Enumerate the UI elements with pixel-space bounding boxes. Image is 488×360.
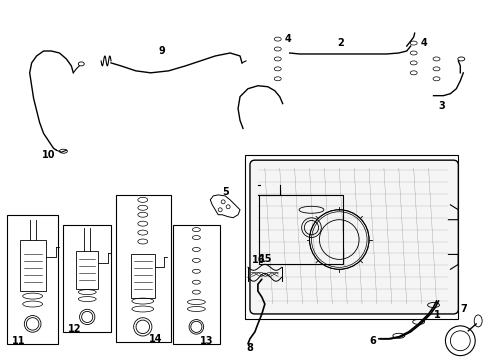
Text: 2: 2 [337, 38, 344, 48]
Bar [131, 255, 154, 298]
Text: 10: 10 [41, 150, 55, 160]
Text: 7: 7 [459, 304, 466, 314]
Text: 13: 13 [200, 336, 213, 346]
Bar [76, 251, 98, 289]
Bar [258, 195, 343, 264]
Bar [244, 155, 457, 319]
Text: 14: 14 [148, 334, 162, 344]
Bar [63, 225, 111, 332]
Text: 4: 4 [284, 34, 291, 44]
Text: 5: 5 [222, 187, 228, 197]
Text: 16: 16 [251, 255, 265, 265]
Text: 4: 4 [420, 38, 427, 48]
Text: 11: 11 [12, 336, 25, 346]
Text: 6: 6 [368, 336, 375, 346]
Bar [20, 239, 45, 291]
Text: 8: 8 [245, 343, 252, 353]
Bar [7, 215, 59, 344]
Bar [172, 225, 220, 344]
Text: 9: 9 [158, 46, 165, 56]
Text: 15: 15 [258, 255, 272, 264]
FancyBboxPatch shape [249, 160, 457, 314]
Text: 12: 12 [68, 324, 81, 334]
Text: 3: 3 [438, 100, 445, 111]
Text: 1: 1 [433, 310, 439, 320]
Bar [116, 195, 170, 342]
